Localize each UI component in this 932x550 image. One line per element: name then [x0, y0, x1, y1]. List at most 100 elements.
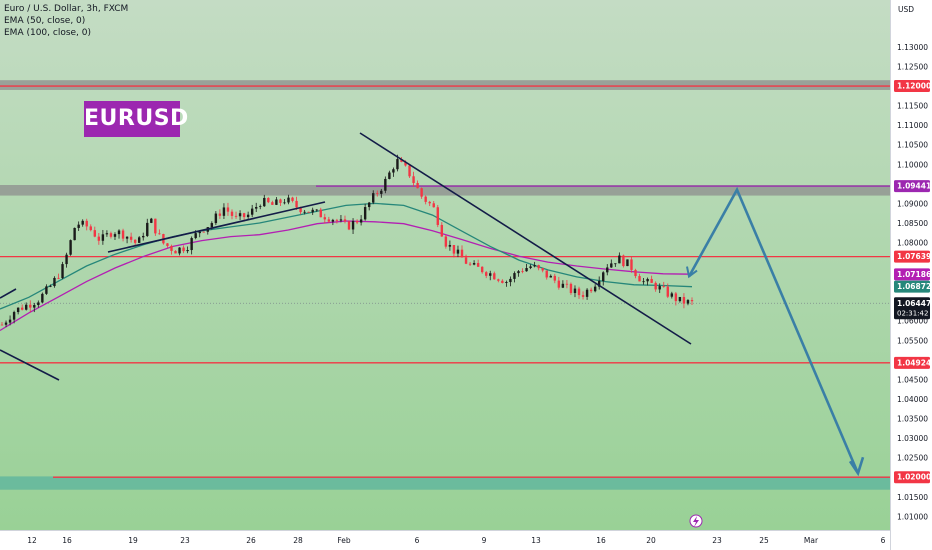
- candle-body: [577, 288, 581, 296]
- candle-body: [109, 233, 113, 237]
- candle-body: [581, 295, 585, 297]
- price-label-box: [894, 356, 930, 369]
- candle-body: [485, 272, 488, 276]
- candle-body: [73, 227, 76, 241]
- candle-body: [25, 304, 28, 310]
- candle-body: [468, 263, 472, 265]
- candle-body: [259, 206, 262, 208]
- candle-body: [250, 208, 254, 215]
- candle-body: [279, 199, 282, 203]
- chart-legend: Euro / U.S. Dollar, 3h, FXCM EMA (50, cl…: [4, 3, 128, 39]
- candle-body: [218, 213, 222, 216]
- y-tick-label: 1.06000: [897, 317, 928, 326]
- candle-body: [452, 245, 456, 254]
- y-tick-label: 1.10000: [897, 160, 928, 169]
- price-label-box: [894, 268, 930, 281]
- lightning-icon: [693, 516, 699, 527]
- candle-body: [569, 283, 573, 294]
- price-label-text: 1.12000: [897, 82, 931, 91]
- candle-body: [238, 213, 242, 217]
- x-tick-label: 12: [27, 536, 37, 545]
- candle-body: [521, 271, 524, 272]
- candle-body: [16, 307, 20, 313]
- candle-body: [392, 169, 395, 173]
- candle-body: [299, 207, 302, 213]
- candle-body: [295, 200, 298, 208]
- y-tick-label: 1.12500: [897, 62, 928, 71]
- candle-body: [662, 286, 665, 287]
- candle-body: [4, 322, 8, 325]
- candle-body: [347, 221, 351, 230]
- x-tick-label: 19: [128, 536, 138, 545]
- price-label-last: 1.06447: [897, 299, 931, 308]
- candle-body: [307, 211, 310, 213]
- candle-body: [489, 273, 492, 276]
- candle-body: [424, 196, 427, 202]
- projection-arrowhead-up: [686, 266, 698, 279]
- y-tick-label: 1.05500: [897, 336, 928, 345]
- candle-body: [460, 249, 464, 258]
- candle-body: [654, 282, 657, 290]
- candle-body: [388, 172, 391, 179]
- candle-body: [226, 207, 230, 212]
- zone-0: [0, 80, 890, 90]
- x-tick-label: 20: [646, 536, 656, 545]
- candle-body: [380, 190, 383, 194]
- candle-body: [33, 305, 36, 308]
- x-tick-label: 6: [881, 536, 886, 545]
- candle-body: [202, 231, 205, 233]
- price-label-box: [894, 471, 930, 484]
- candle-body: [658, 286, 661, 290]
- candle-body: [432, 203, 435, 208]
- candle-body: [622, 255, 625, 267]
- candle-body: [129, 236, 133, 240]
- candle-body: [480, 266, 484, 273]
- candle-body: [351, 220, 355, 230]
- candle-body: [537, 265, 540, 269]
- candle-body: [105, 233, 109, 235]
- candle-body: [678, 296, 682, 302]
- candle-body: [626, 259, 629, 267]
- legend-ema50[interactable]: EMA (50, close, 0): [4, 16, 86, 26]
- price-label-text: 1.07639: [897, 252, 931, 261]
- candle-body: [602, 272, 605, 282]
- candle-body: [638, 276, 641, 282]
- candle-body: [428, 201, 431, 204]
- last-price-box: [894, 297, 930, 320]
- candle-body: [210, 223, 214, 228]
- candle-body: [343, 219, 347, 222]
- candle-body: [440, 224, 444, 237]
- candle-body: [303, 211, 306, 213]
- candle-body: [642, 281, 645, 283]
- zone-1: [0, 185, 890, 196]
- plot-background: [0, 0, 890, 530]
- candle-body: [61, 264, 64, 279]
- x-tick-label: 23: [712, 536, 722, 545]
- candle-body: [242, 213, 246, 218]
- candle-body: [121, 230, 125, 239]
- y-tick-label: 1.03000: [897, 434, 928, 443]
- candle-body: [549, 275, 552, 278]
- candle-body: [101, 234, 105, 241]
- candle-body: [246, 214, 250, 218]
- candle-body: [367, 202, 371, 208]
- candle-body: [315, 209, 318, 211]
- candle-body: [525, 268, 528, 272]
- candle-body: [505, 282, 508, 283]
- x-tick-label: 25: [759, 536, 769, 545]
- trendline-2: [107, 201, 326, 253]
- candle-body: [597, 281, 601, 287]
- candle-body: [690, 300, 694, 302]
- candle-body: [283, 202, 286, 204]
- candle-body: [573, 288, 577, 294]
- candle-body: [646, 278, 649, 282]
- candle-body: [37, 302, 40, 306]
- y-tick-label: 1.04500: [897, 375, 928, 384]
- x-tick-label: 23: [180, 536, 190, 545]
- candle-body: [541, 268, 544, 271]
- legend-ema100[interactable]: EMA (100, close, 0): [4, 28, 92, 38]
- legend-symbol[interactable]: Euro / U.S. Dollar, 3h, FXCM: [4, 4, 129, 14]
- candle-body: [674, 293, 678, 302]
